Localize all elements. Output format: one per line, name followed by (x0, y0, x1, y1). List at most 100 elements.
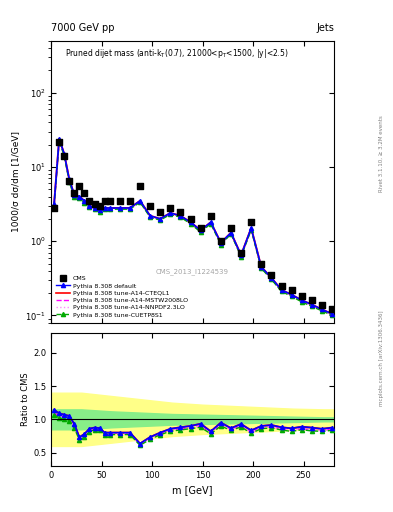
Pythia 8.308 default (208, 219, 213, 225)
Pythia 8.308 tune-A14-MSTW2008LO (77, 194, 82, 200)
Pythia 8.308 tune-A14-CTEQL1 (188, 219, 193, 225)
Pythia 8.308 tune-A14-MSTW2008LO (138, 199, 142, 205)
Pythia 8.308 tune-A14-CTEQL1 (320, 306, 324, 312)
Pythia 8.308 tune-CUETP8S1 (208, 221, 213, 227)
Pythia 8.308 tune-CUETP8S1 (67, 179, 72, 185)
Pythia 8.308 tune-A14-CTEQL1 (62, 151, 66, 157)
Pythia 8.308 default (219, 240, 223, 246)
Pythia 8.308 tune-A14-NNPDF2.3LO (92, 205, 97, 211)
Pythia 8.308 tune-A14-NNPDF2.3LO (269, 276, 274, 282)
Pythia 8.308 default (239, 252, 243, 258)
CMS (309, 296, 315, 304)
Pythia 8.308 tune-A14-NNPDF2.3LO (102, 205, 107, 211)
CMS (92, 200, 98, 208)
Pythia 8.308 default (62, 151, 66, 157)
Pythia 8.308 tune-A14-NNPDF2.3LO (249, 226, 253, 232)
CMS (107, 197, 113, 205)
Pythia 8.308 tune-A14-MSTW2008LO (208, 220, 213, 226)
Pythia 8.308 tune-CUETP8S1 (118, 206, 122, 212)
Pythia 8.308 tune-A14-NNPDF2.3LO (219, 241, 223, 247)
Pythia 8.308 tune-A14-CTEQL1 (158, 216, 163, 222)
Pythia 8.308 default (198, 227, 203, 233)
Pythia 8.308 tune-CUETP8S1 (269, 276, 274, 283)
Pythia 8.308 tune-CUETP8S1 (168, 211, 173, 218)
Pythia 8.308 default (158, 216, 163, 222)
Pythia 8.308 tune-A14-MSTW2008LO (67, 178, 72, 184)
Pythia 8.308 tune-CUETP8S1 (309, 303, 314, 309)
Pythia 8.308 default (92, 205, 97, 211)
Pythia 8.308 default (118, 205, 122, 211)
Pythia 8.308 tune-A14-MSTW2008LO (279, 288, 284, 294)
Pythia 8.308 tune-A14-NNPDF2.3LO (97, 208, 102, 214)
Pythia 8.308 tune-CUETP8S1 (178, 214, 183, 220)
Pythia 8.308 default (259, 264, 264, 270)
CMS (198, 224, 204, 232)
Pythia 8.308 tune-A14-NNPDF2.3LO (107, 205, 112, 211)
Pythia 8.308 tune-A14-MSTW2008LO (188, 220, 193, 226)
Pythia 8.308 tune-A14-MSTW2008LO (158, 217, 163, 223)
Pythia 8.308 tune-CUETP8S1 (259, 265, 264, 271)
Pythia 8.308 tune-A14-MSTW2008LO (128, 205, 132, 211)
CMS (157, 207, 163, 216)
Pythia 8.308 default (128, 205, 132, 211)
CMS (268, 271, 275, 279)
Pythia 8.308 tune-CUETP8S1 (87, 204, 92, 210)
Pythia 8.308 default (77, 194, 82, 200)
Pythia 8.308 tune-A14-NNPDF2.3LO (52, 202, 57, 208)
CMS (137, 182, 143, 190)
Pythia 8.308 tune-CUETP8S1 (72, 194, 77, 200)
Pythia 8.308 tune-A14-MSTW2008LO (118, 205, 122, 211)
Pythia 8.308 tune-CUETP8S1 (107, 206, 112, 212)
Pythia 8.308 tune-A14-MSTW2008LO (102, 205, 107, 211)
Pythia 8.308 tune-A14-NNPDF2.3LO (188, 220, 193, 226)
Pythia 8.308 tune-A14-CTEQL1 (67, 176, 72, 182)
Pythia 8.308 tune-A14-MSTW2008LO (239, 253, 243, 259)
CMS (329, 305, 335, 313)
Legend: CMS, Pythia 8.308 default, Pythia 8.308 tune-A14-CTEQL1, Pythia 8.308 tune-A14-M: CMS, Pythia 8.308 default, Pythia 8.308 … (54, 274, 190, 319)
Pythia 8.308 tune-A14-CTEQL1 (107, 205, 112, 211)
Pythia 8.308 tune-A14-NNPDF2.3LO (178, 214, 183, 220)
Pythia 8.308 tune-A14-NNPDF2.3LO (158, 217, 163, 223)
Pythia 8.308 tune-A14-MSTW2008LO (87, 204, 92, 210)
Pythia 8.308 tune-A14-MSTW2008LO (52, 202, 57, 208)
Pythia 8.308 tune-A14-CTEQL1 (178, 212, 183, 219)
Pythia 8.308 tune-A14-CTEQL1 (249, 225, 253, 231)
Pythia 8.308 tune-A14-CTEQL1 (148, 212, 152, 219)
Pythia 8.308 tune-A14-CTEQL1 (330, 311, 334, 317)
Pythia 8.308 tune-CUETP8S1 (82, 200, 87, 206)
CMS (278, 282, 285, 290)
Pythia 8.308 default (320, 306, 324, 312)
Pythia 8.308 default (229, 230, 233, 236)
Pythia 8.308 tune-CUETP8S1 (158, 217, 163, 223)
Line: Pythia 8.308 tune-A14-NNPDF2.3LO: Pythia 8.308 tune-A14-NNPDF2.3LO (54, 140, 332, 315)
Pythia 8.308 tune-CUETP8S1 (320, 308, 324, 314)
Line: Pythia 8.308 default: Pythia 8.308 default (52, 137, 334, 316)
CMS (218, 237, 224, 245)
Pythia 8.308 tune-CUETP8S1 (198, 229, 203, 236)
Pythia 8.308 tune-CUETP8S1 (188, 221, 193, 227)
Pythia 8.308 tune-A14-NNPDF2.3LO (168, 210, 173, 217)
Pythia 8.308 tune-A14-CTEQL1 (57, 136, 62, 142)
CMS (86, 197, 93, 205)
CMS (147, 202, 153, 210)
CMS (228, 224, 234, 232)
Pythia 8.308 tune-A14-MSTW2008LO (178, 214, 183, 220)
Pythia 8.308 tune-A14-MSTW2008LO (97, 208, 102, 214)
Pythia 8.308 tune-A14-NNPDF2.3LO (87, 204, 92, 210)
Pythia 8.308 tune-A14-NNPDF2.3LO (320, 307, 324, 313)
Pythia 8.308 tune-A14-CTEQL1 (87, 203, 92, 209)
X-axis label: m [GeV]: m [GeV] (172, 485, 213, 495)
Pythia 8.308 tune-CUETP8S1 (279, 288, 284, 294)
Pythia 8.308 tune-A14-CTEQL1 (138, 198, 142, 204)
Pythia 8.308 default (178, 212, 183, 219)
Pythia 8.308 tune-A14-CTEQL1 (72, 192, 77, 198)
Pythia 8.308 tune-A14-CTEQL1 (102, 205, 107, 211)
Pythia 8.308 tune-A14-CTEQL1 (198, 227, 203, 233)
Pythia 8.308 tune-CUETP8S1 (102, 206, 107, 212)
Pythia 8.308 tune-A14-CTEQL1 (269, 275, 274, 281)
Pythia 8.308 default (52, 201, 57, 207)
CMS (76, 182, 83, 190)
Pythia 8.308 tune-A14-CTEQL1 (128, 205, 132, 211)
Line: Pythia 8.308 tune-CUETP8S1: Pythia 8.308 tune-CUETP8S1 (52, 139, 334, 317)
Pythia 8.308 tune-A14-MSTW2008LO (289, 292, 294, 298)
